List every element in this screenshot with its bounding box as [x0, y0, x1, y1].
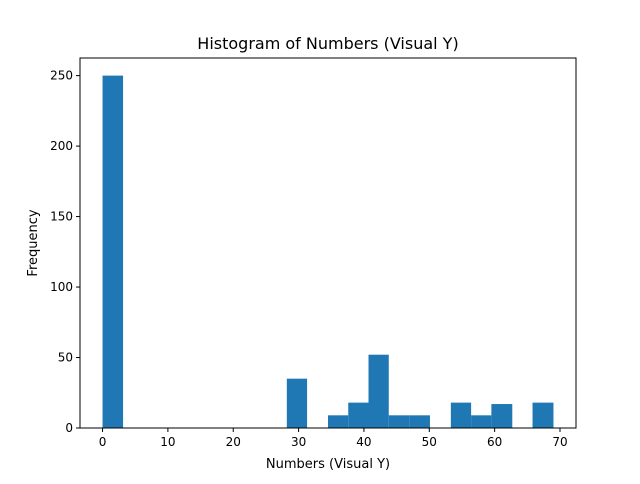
histogram-bar-8	[471, 415, 492, 428]
x-tick-label: 40	[356, 435, 371, 449]
y-tick-label: 200	[50, 139, 73, 153]
x-tick-label: 70	[552, 435, 567, 449]
y-tick-label: 100	[50, 280, 73, 294]
ticks-layer: 0 10 20 30 40 50 60 70 0 50 100 150 200 250	[50, 69, 568, 449]
y-tick-label: 250	[50, 69, 73, 83]
x-tick-label: 50	[422, 435, 437, 449]
histogram-bar-4	[368, 354, 389, 428]
y-axis-label: Frequency	[26, 209, 41, 276]
y-tick-label: 150	[50, 210, 73, 224]
x-tick-label: 0	[99, 435, 107, 449]
histogram-bar-6	[409, 415, 430, 428]
x-axis-label: Numbers (Visual Y)	[266, 457, 390, 472]
histogram-bar-10	[532, 402, 554, 428]
histogram-bar-5	[388, 415, 410, 428]
histogram-bar-3	[348, 402, 369, 428]
histogram-bar-2	[328, 415, 349, 428]
x-tick-label: 20	[226, 435, 241, 449]
x-tick-label: 30	[291, 435, 306, 449]
y-tick-label: 50	[58, 351, 73, 365]
plot-frame	[79, 57, 577, 429]
histogram-bar-7	[450, 402, 472, 428]
x-tick-label: 10	[160, 435, 175, 449]
chart-title: Histogram of Numbers (Visual Y)	[197, 34, 458, 53]
x-tick-label: 60	[487, 435, 502, 449]
histogram-bar-1	[286, 378, 308, 428]
histogram-bar-9	[491, 404, 513, 428]
bars-layer	[102, 75, 554, 428]
histogram-bar-0	[102, 75, 124, 428]
y-tick-label: 0	[65, 421, 73, 435]
